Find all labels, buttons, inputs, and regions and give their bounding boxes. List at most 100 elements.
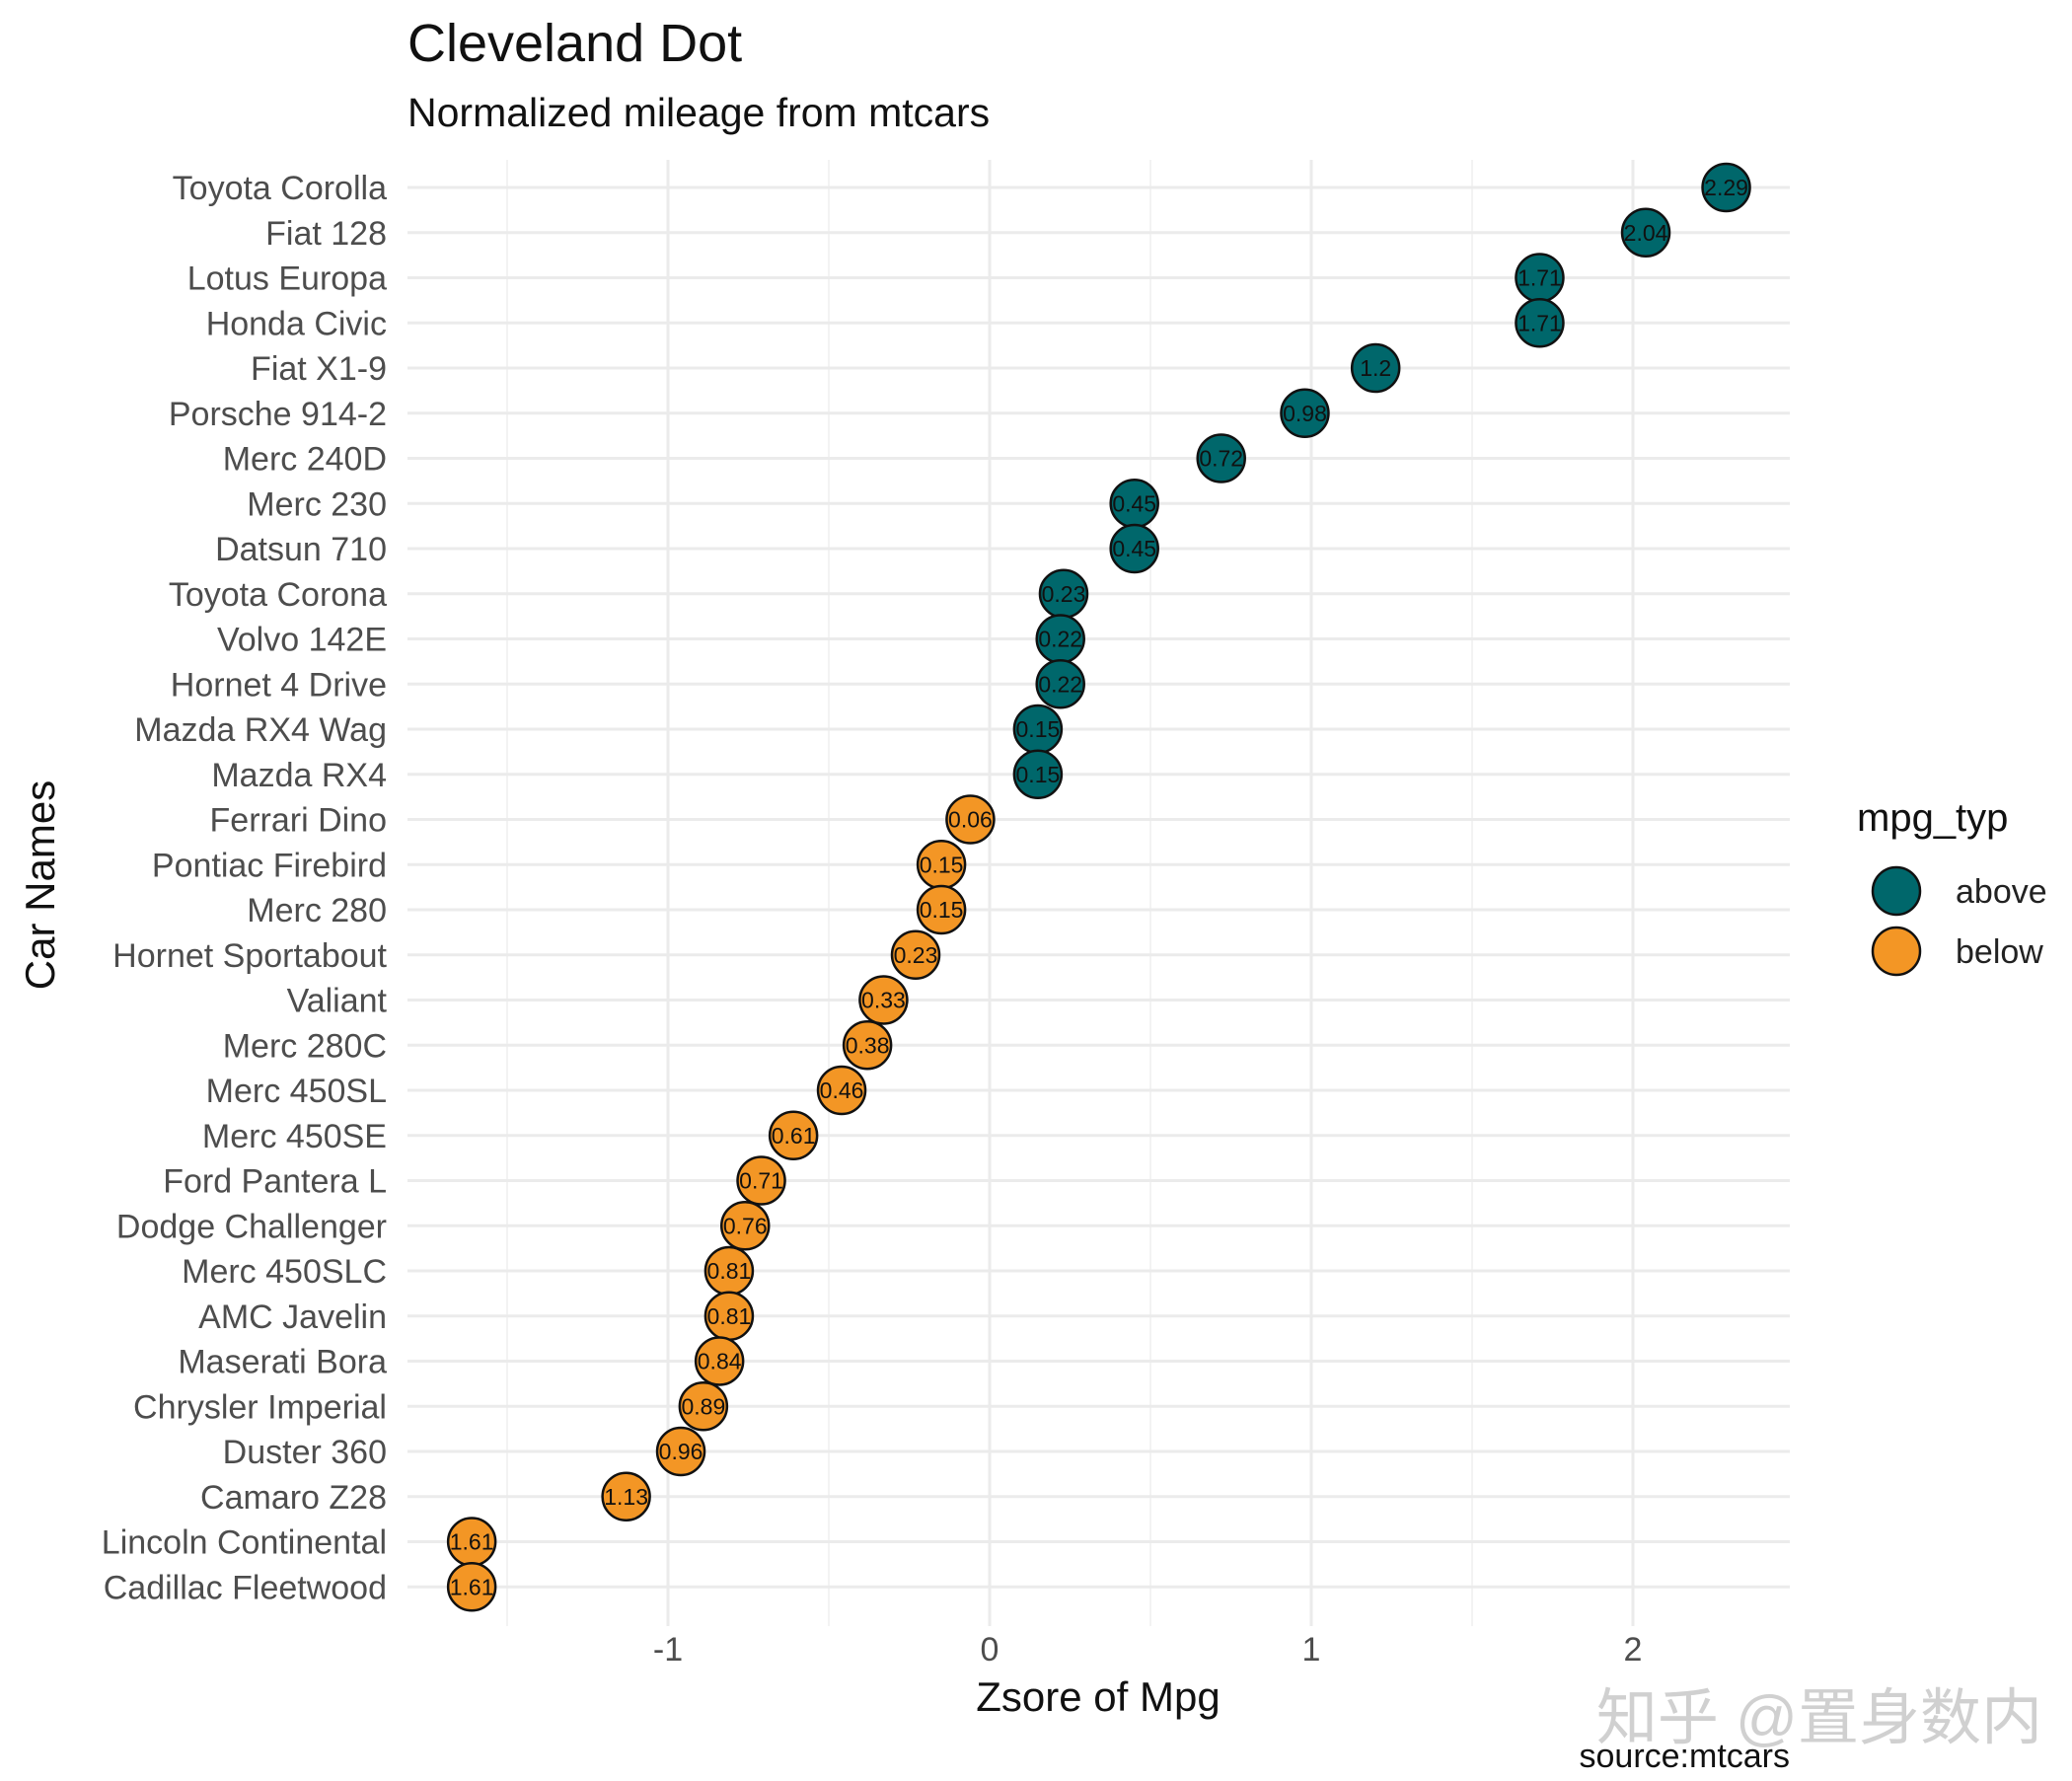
x-tick-label: 1 xyxy=(1302,1631,1321,1669)
y-tick-label: Camaro Z28 xyxy=(200,1479,387,1517)
y-tick-label: AMC Javelin xyxy=(198,1299,387,1336)
y-tick-label: Dodge Challenger xyxy=(116,1208,387,1245)
dot-value-label: 0.38 xyxy=(846,1032,890,1058)
y-tick-label: Fiat 128 xyxy=(265,215,387,253)
x-tick-label: 0 xyxy=(981,1631,999,1669)
y-tick-label: Pontiac Firebird xyxy=(152,847,387,884)
dot-value-label: 1.71 xyxy=(1517,265,1562,291)
dot-value-label: 1.2 xyxy=(1360,355,1391,381)
y-tick-label: Volvo 142E xyxy=(217,622,387,659)
legend-label: above xyxy=(1956,873,2047,911)
legend-title: mpg_typ xyxy=(1857,796,2008,840)
dot-marker xyxy=(719,1201,771,1251)
caption: source:mtcars xyxy=(1580,1738,1791,1775)
legend: mpg_typ above below xyxy=(1857,796,2047,977)
dot-marker xyxy=(446,1562,497,1612)
y-tick-label: Porsche 914-2 xyxy=(169,396,387,433)
dot-marker xyxy=(816,1065,867,1116)
dot-value-label: 0.23 xyxy=(894,942,938,968)
chart-title: Cleveland Dot xyxy=(407,14,742,73)
dot-value-label: 0.15 xyxy=(1016,762,1061,787)
dot-value-label: 0.81 xyxy=(707,1258,752,1284)
dot-value-label: 0.81 xyxy=(707,1303,752,1329)
y-tick-label: Duster 360 xyxy=(223,1434,387,1471)
dot-marker xyxy=(678,1381,729,1432)
dot-value-label: 0.23 xyxy=(1042,581,1086,607)
dot-value-label: 1.13 xyxy=(604,1484,648,1510)
x-tick-label: -1 xyxy=(653,1631,683,1669)
y-tick-label: Valiant xyxy=(287,983,388,1020)
dot-value-label: 0.15 xyxy=(920,897,964,923)
dot-marker xyxy=(1109,523,1159,574)
y-tick-label: Merc 450SE xyxy=(202,1118,387,1155)
y-axis-title: Car Names xyxy=(17,780,63,990)
dot-value-label: 0.89 xyxy=(681,1393,725,1419)
dot-marker xyxy=(1515,298,1565,348)
dot-value-label: 0.15 xyxy=(1016,716,1061,742)
dot-value-label: 0.96 xyxy=(659,1439,703,1464)
dot-marker xyxy=(736,1155,786,1206)
y-tick-label: Toyota Corona xyxy=(169,576,387,614)
data-points: 2.29 2.04 1.71 1.71 1.2 0.98 0.72 0.45 0.45 0.23 0… xyxy=(446,162,1751,1612)
dot-value-label: 1.61 xyxy=(450,1574,494,1599)
dot-value-label: 0.84 xyxy=(698,1349,742,1374)
dot-value-label: 0.71 xyxy=(739,1168,783,1194)
dot-marker xyxy=(945,794,996,845)
dot-value-label: 0.98 xyxy=(1283,401,1327,426)
dot-marker xyxy=(655,1426,706,1477)
dot-value-label: 0.76 xyxy=(723,1213,768,1238)
dot-marker xyxy=(1035,659,1085,709)
dot-value-label: 0.06 xyxy=(948,807,993,833)
x-tick-label: 2 xyxy=(1624,1631,1643,1669)
y-tick-label: Toyota Corolla xyxy=(173,170,387,207)
y-tick-label: Merc 280 xyxy=(247,892,387,929)
dot-value-label: 0.22 xyxy=(1038,671,1082,697)
dot-marker xyxy=(1012,749,1064,799)
dot-marker xyxy=(1620,207,1671,258)
y-tick-label: Ferrari Dino xyxy=(210,802,387,840)
y-tick-label: Ford Pantera L xyxy=(163,1163,387,1201)
y-tick-label: Cadillac Fleetwood xyxy=(104,1569,387,1606)
dot-marker xyxy=(768,1110,819,1160)
dot-marker xyxy=(1280,388,1330,438)
dot-marker xyxy=(1350,342,1401,394)
legend-items: above below xyxy=(1871,865,2047,977)
x-axis-title: Zsore of Mpg xyxy=(976,1673,1220,1720)
dot-value-label: 0.46 xyxy=(820,1077,864,1103)
y-tick-label: Merc 450SLC xyxy=(182,1253,387,1291)
dot-marker xyxy=(1701,162,1751,213)
dot-value-label: 1.61 xyxy=(450,1529,494,1555)
dot-marker xyxy=(916,884,967,935)
y-tick-label: Mazda RX4 xyxy=(211,757,387,794)
dot-value-label: 2.04 xyxy=(1624,220,1668,246)
dot-marker xyxy=(842,1020,893,1071)
y-tick-label: Datsun 710 xyxy=(215,531,387,568)
y-tick-label: Lotus Europa xyxy=(187,260,387,298)
dot-value-label: 0.45 xyxy=(1112,490,1156,516)
y-tick-label: Maserati Bora xyxy=(178,1344,387,1381)
dot-marker xyxy=(858,975,909,1025)
dot-marker xyxy=(1196,433,1246,483)
dot-value-label: 0.22 xyxy=(1038,627,1082,652)
y-tick-label: Merc 230 xyxy=(247,485,387,523)
y-tick-label: Mazda RX4 Wag xyxy=(134,711,387,749)
dot-marker xyxy=(890,929,941,980)
y-tick-label: Fiat X1-9 xyxy=(251,350,387,388)
y-tick-label: Hornet Sportabout xyxy=(112,937,387,975)
dot-value-label: 0.61 xyxy=(772,1123,816,1149)
dot-value-label: 2.29 xyxy=(1704,175,1748,200)
chart-subtitle: Normalized mileage from mtcars xyxy=(407,90,990,135)
y-tick-label: Hornet 4 Drive xyxy=(171,666,387,704)
dot-marker xyxy=(601,1471,651,1521)
y-tick-label: Lincoln Continental xyxy=(102,1524,387,1562)
y-tick-label: Merc 280C xyxy=(223,1027,387,1065)
legend-label: below xyxy=(1956,933,2043,971)
legend-swatch xyxy=(1871,865,1922,917)
grid-lines xyxy=(407,160,1790,1626)
y-tick-label: Honda Civic xyxy=(206,305,387,342)
y-tick-label: Merc 240D xyxy=(223,441,387,479)
watermark: 知乎 @置身数内 xyxy=(1596,1684,2042,1752)
legend-swatch xyxy=(1871,926,1922,977)
